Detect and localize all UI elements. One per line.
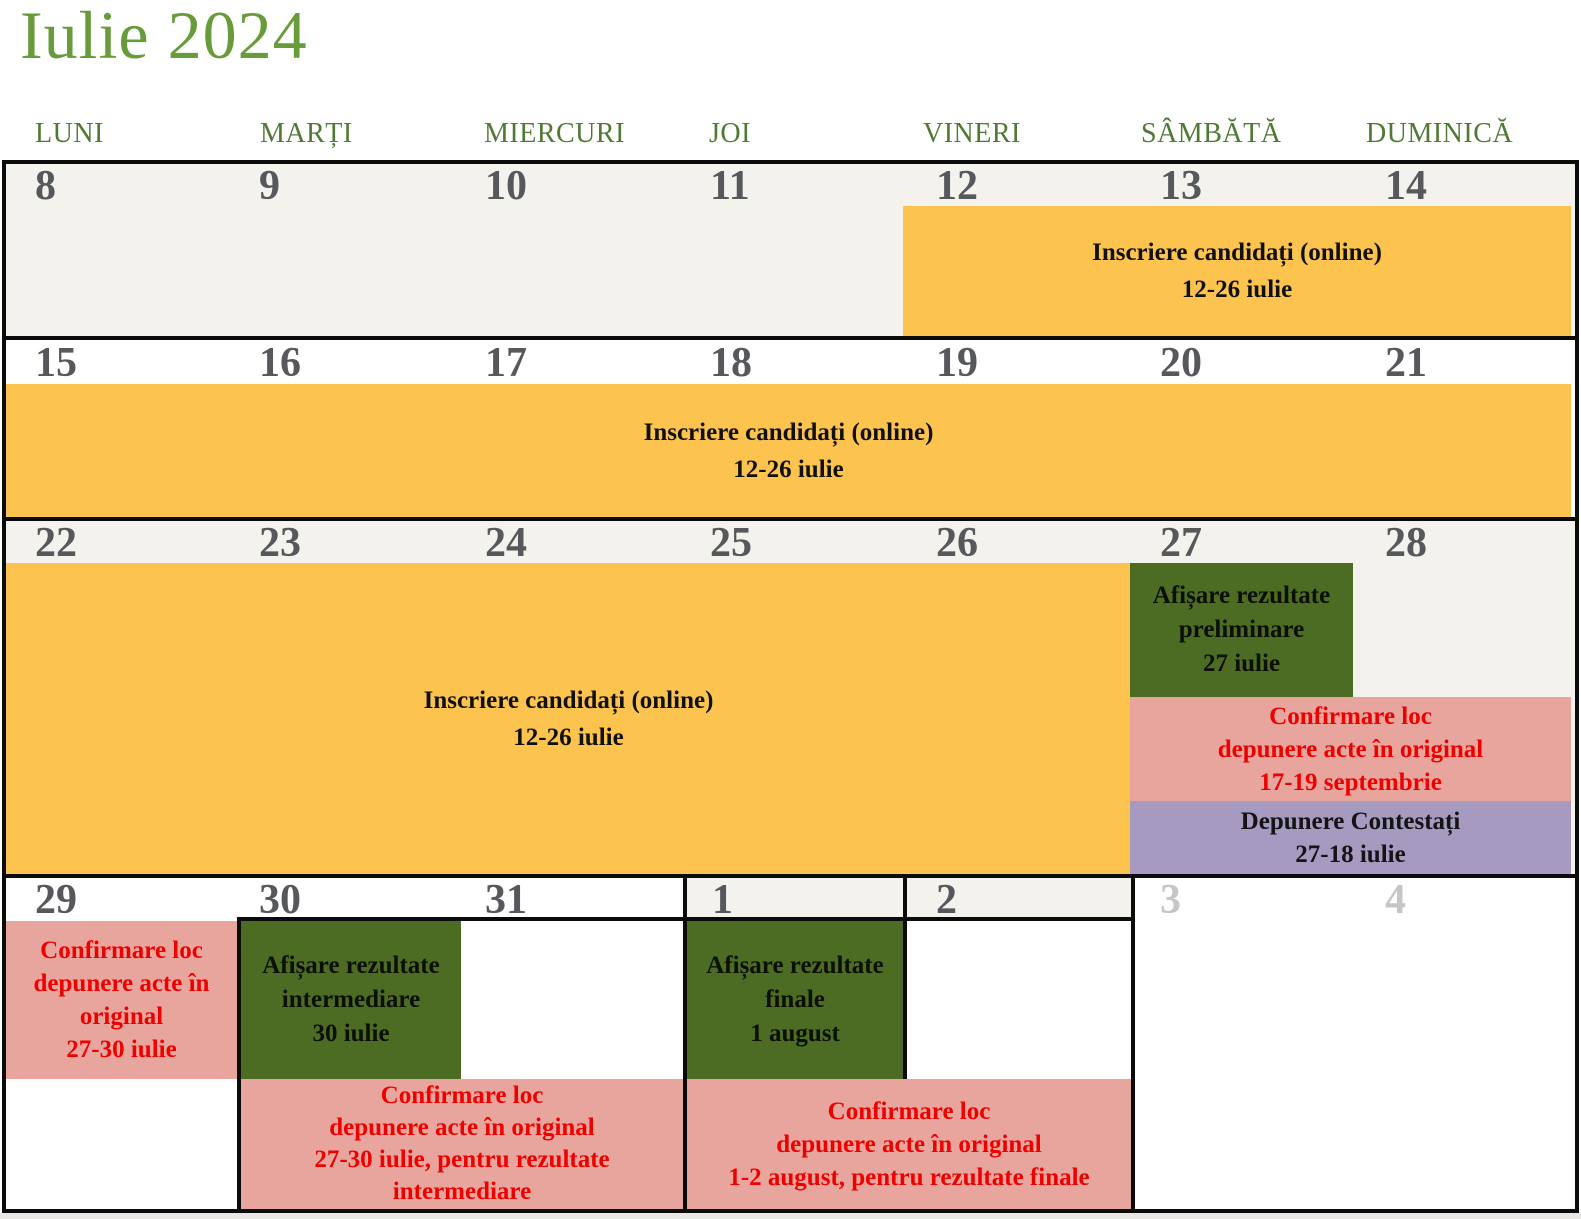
weekday-header-luni: LUNI bbox=[35, 118, 104, 149]
event-confirmare-loc-finale: Confirmare loc depunere acte în original… bbox=[687, 1079, 1131, 1209]
week4-vertical-border-vineri bbox=[903, 876, 907, 1079]
day-cell-17: 17 bbox=[485, 340, 527, 386]
week4-vertical-border-joi bbox=[683, 876, 687, 1213]
week2-week3-divider bbox=[2, 517, 1579, 521]
day-cell-25: 25 bbox=[710, 520, 752, 566]
weekday-header-miercuri: MIERCURI bbox=[484, 118, 625, 149]
day-cell-11: 11 bbox=[710, 163, 750, 209]
day-cell-19: 19 bbox=[936, 340, 978, 386]
event-confirmare-loc-intermediare: Confirmare loc depunere acte în original… bbox=[241, 1079, 683, 1209]
day-cell-21: 21 bbox=[1385, 340, 1427, 386]
day-cell-16: 16 bbox=[259, 340, 301, 386]
week4-horizontal-border bbox=[237, 917, 1135, 921]
day-cell-28: 28 bbox=[1385, 520, 1427, 566]
week4-vertical-border-left bbox=[237, 917, 241, 1213]
event-confirmare-loc-septembrie: Confirmare loc depunere acte în original… bbox=[1130, 697, 1571, 801]
event-afisare-rezultate-finale: Afișare rezultate finale 1 august bbox=[687, 921, 903, 1079]
day-cell-15: 15 bbox=[35, 340, 77, 386]
day-cell-29: 29 bbox=[35, 877, 77, 923]
day-cell-30: 30 bbox=[259, 877, 301, 923]
weekday-header-sambata: SÂMBĂTĂ bbox=[1141, 118, 1282, 149]
day-cell-27: 27 bbox=[1160, 520, 1202, 566]
day-cell-24: 24 bbox=[485, 520, 527, 566]
weekday-header-joi: JOI bbox=[709, 118, 751, 149]
weekday-header-marti: MARȚI bbox=[260, 118, 353, 149]
month-title: Iulie 2024 bbox=[20, 0, 308, 73]
week4-vertical-border-right bbox=[1131, 876, 1135, 1213]
weekday-header-duminica: DUMINICĂ bbox=[1366, 118, 1514, 149]
event-depunere-contestatii: Depunere Contestați 27-18 iulie bbox=[1130, 801, 1571, 874]
day-cell-4-august: 4 bbox=[1385, 877, 1406, 923]
day-cell-31: 31 bbox=[485, 877, 527, 923]
event-afisare-rezultate-preliminare: Afișare rezultate preliminare 27 iulie bbox=[1130, 563, 1353, 697]
day-cell-20: 20 bbox=[1160, 340, 1202, 386]
day-cell-2-august: 2 bbox=[936, 877, 957, 923]
weekday-header-vineri: VINERI bbox=[923, 118, 1021, 149]
day-cell-12: 12 bbox=[936, 163, 978, 209]
event-confirmare-loc-27-30: Confirmare loc depunere acte în original… bbox=[6, 921, 237, 1079]
calendar-outer-border bbox=[2, 160, 1579, 1213]
week4-day1-number-cell bbox=[683, 878, 907, 921]
page-bottom-edge bbox=[0, 1213, 1581, 1219]
day-cell-23: 23 bbox=[259, 520, 301, 566]
day-cell-13: 13 bbox=[1160, 163, 1202, 209]
day-cell-9: 9 bbox=[259, 163, 280, 209]
day-cell-26: 26 bbox=[936, 520, 978, 566]
event-afisare-rezultate-intermediare: Afișare rezultate intermediare 30 iulie bbox=[241, 921, 461, 1079]
event-inscriere-candidati-week2: Inscriere candidați (online) 12-26 iulie bbox=[6, 384, 1571, 517]
day-cell-1-august: 1 bbox=[712, 877, 733, 923]
week4-day2-number-cell bbox=[903, 878, 1131, 921]
week3-week4-divider bbox=[2, 874, 1579, 878]
day-cell-10: 10 bbox=[485, 163, 527, 209]
event-inscriere-candidati-week1: Inscriere candidați (online) 12-26 iulie bbox=[903, 206, 1571, 336]
day-cell-8: 8 bbox=[35, 163, 56, 209]
day-cell-18: 18 bbox=[710, 340, 752, 386]
event-inscriere-candidati-week3: Inscriere candidați (online) 12-26 iulie bbox=[6, 563, 1131, 874]
week1-week2-divider bbox=[2, 336, 1579, 340]
day-cell-14: 14 bbox=[1385, 163, 1427, 209]
day-cell-3-august: 3 bbox=[1160, 877, 1181, 923]
day-cell-22: 22 bbox=[35, 520, 77, 566]
